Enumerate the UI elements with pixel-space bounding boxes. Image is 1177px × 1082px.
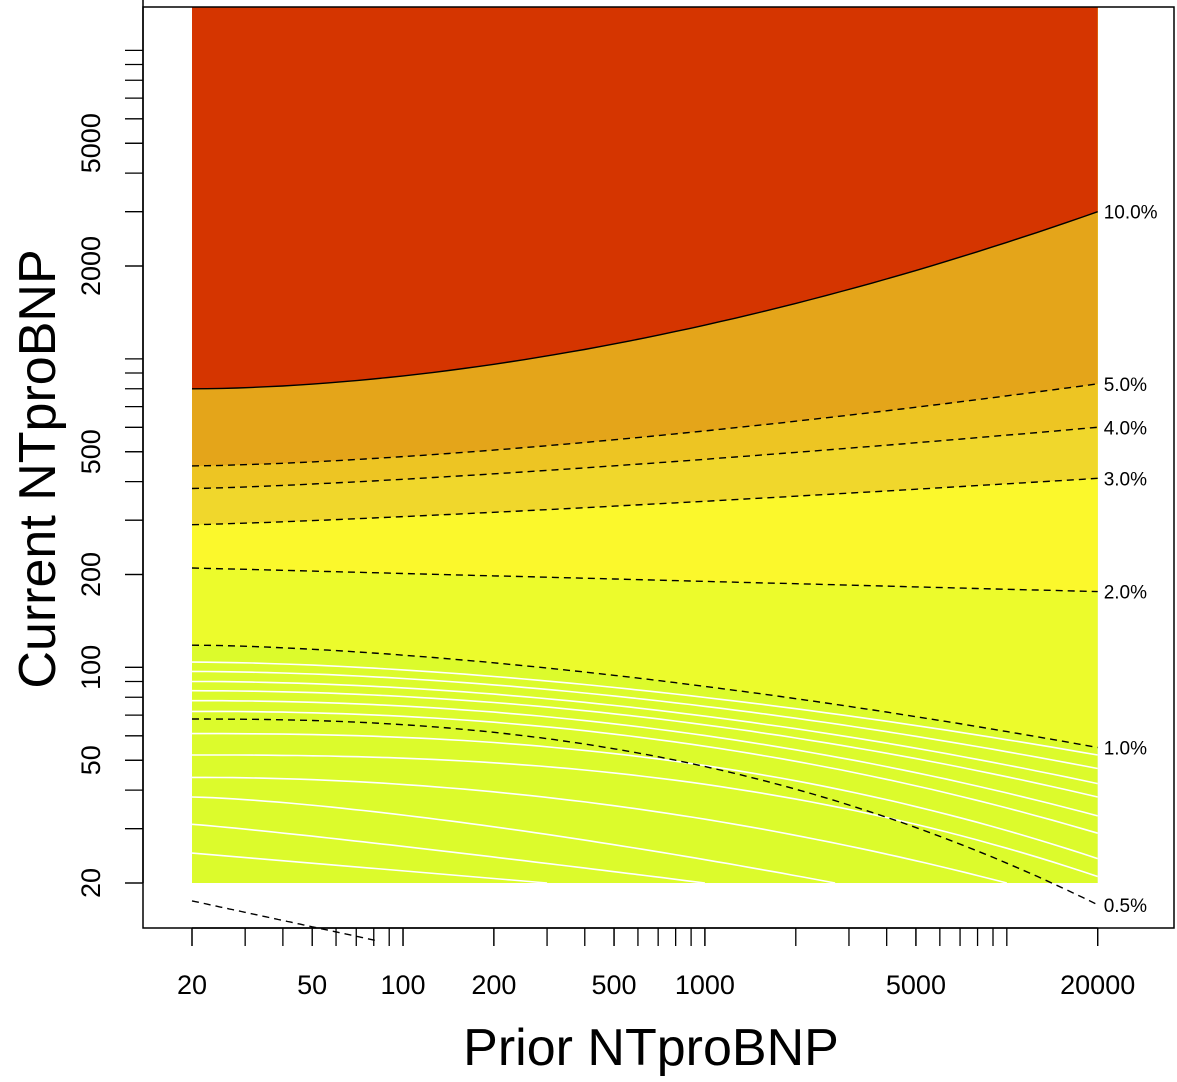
contour-labels: 10.0% 5.0% 4.0% 3.0% 2.0% 1.0% 0.5%: [1104, 203, 1158, 917]
contour-label: 1.0%: [1104, 738, 1147, 759]
contour-line: [191, 383, 1098, 467]
minor-contour-line: [192, 710, 1098, 834]
y-tick-label: 50: [76, 745, 106, 775]
contour-line: [191, 567, 1098, 593]
minor-contour-line: [192, 754, 1098, 878]
contour-line: [191, 211, 1098, 390]
contour-line: [191, 900, 378, 942]
x-tick-label: 100: [380, 970, 425, 1000]
minor-contour-line: [192, 732, 1098, 860]
contour-label: 5.0%: [1104, 375, 1147, 396]
minor-contour-lines: [191, 661, 1098, 884]
probability-bands: [192, 7, 1098, 883]
y-tick-label: 500: [76, 429, 106, 474]
contour-label: 3.0%: [1104, 469, 1147, 490]
x-axis: 20 50 100 200 500 1000 5000 20000: [177, 927, 1135, 1000]
contour-label: 10.0%: [1104, 203, 1158, 224]
x-tick-label: 1000: [675, 970, 735, 1000]
minor-contour-line: [191, 661, 1098, 756]
contour-line: [192, 718, 1099, 906]
minor-contour-line: [191, 852, 548, 884]
minor-contour-line: [191, 670, 1098, 770]
contour-label: 2.0%: [1104, 583, 1147, 604]
minor-contour-line: [191, 823, 706, 884]
contour-line: [191, 426, 1098, 490]
minor-contour-line: [192, 776, 1007, 884]
y-tick-label: 100: [76, 645, 106, 690]
minor-contour-line: [192, 680, 1098, 785]
x-tick-label: 20000: [1060, 970, 1135, 1000]
x-tick-label: 50: [297, 970, 327, 1000]
x-tick-label: 200: [471, 970, 516, 1000]
y-axis-title: Current NTproBNP: [9, 249, 67, 688]
y-tick-label: 2000: [76, 236, 106, 296]
y-tick-label: 5000: [76, 113, 106, 173]
x-tick-label: 500: [592, 970, 637, 1000]
minor-contour-line: [191, 796, 836, 884]
minor-contour-line: [192, 699, 1098, 817]
y-tick-label: 20: [76, 868, 106, 898]
contour-label: 4.0%: [1104, 418, 1147, 439]
x-tick-label: 5000: [886, 970, 946, 1000]
y-tick-label: 200: [76, 552, 106, 597]
x-axis-title: Prior NTproBNP: [463, 1019, 839, 1077]
x-tick-label: 20: [177, 970, 207, 1000]
contour-line: [191, 644, 1098, 749]
contour-label: 0.5%: [1104, 896, 1147, 917]
y-axis: 20501002005002000500020000: [76, 0, 144, 898]
minor-contour-line: [191, 689, 1098, 798]
labeled-contour-lines: [191, 211, 1099, 942]
band-above-10pct: [192, 7, 1098, 389]
